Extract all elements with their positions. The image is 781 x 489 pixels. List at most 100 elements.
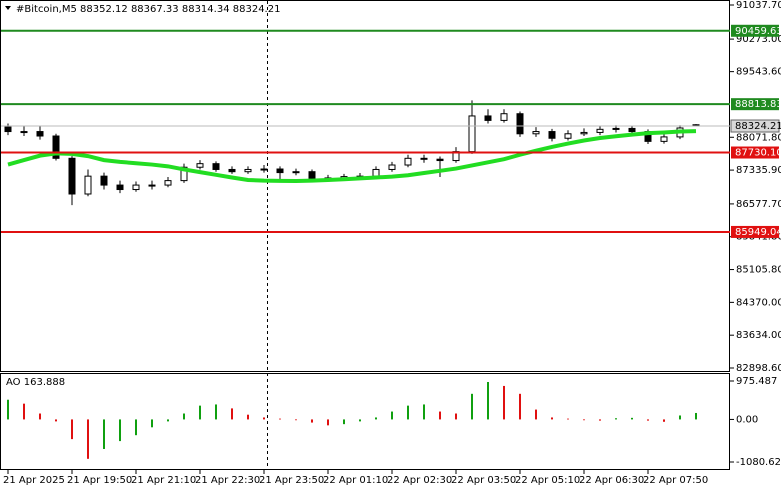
x-tick-label: 22 Apr 05:10	[515, 475, 580, 486]
ao-bar	[375, 417, 377, 420]
ao-bar	[583, 419, 585, 421]
candle-body	[180, 166, 188, 182]
candle-body	[228, 168, 236, 173]
ao-bar	[679, 415, 681, 420]
ao-bar	[551, 417, 553, 420]
ao-bar	[407, 405, 409, 420]
candle-body	[148, 184, 156, 187]
ao-bar	[631, 417, 633, 420]
level-tag	[731, 98, 779, 111]
y-tick-label: 91037.70	[736, 0, 781, 11]
ao-bar	[439, 411, 441, 420]
candle-body	[36, 131, 44, 137]
y-tick-label: -1080.621	[736, 457, 781, 468]
ao-bar	[567, 418, 569, 420]
y-tick-label: 85105.80	[736, 265, 781, 276]
level-label: 87730.10	[735, 148, 781, 159]
candle-body	[100, 175, 108, 186]
ao-bar	[503, 385, 505, 420]
candle-body	[564, 133, 572, 139]
candle-body	[548, 131, 556, 139]
y-tick-label: 89543.60	[736, 67, 781, 78]
candle-body	[532, 131, 540, 135]
candle-body	[84, 175, 92, 195]
ao-bar	[247, 414, 249, 420]
ao-bar	[103, 419, 105, 449]
ao-bar	[87, 419, 89, 459]
ao-bar	[55, 419, 57, 422]
ao-bar	[599, 419, 601, 421]
x-tick-label: 22 Apr 07:50	[643, 475, 708, 486]
candle-body	[308, 171, 316, 179]
y-tick-label: 0.00	[736, 414, 758, 425]
ao-bar	[39, 413, 41, 420]
candle-body	[244, 168, 252, 173]
y-tick-label: 87335.90	[736, 165, 781, 176]
main-pane	[0, 0, 730, 372]
ao-bar	[663, 419, 665, 422]
ao-bar	[519, 393, 521, 420]
candle-body	[164, 180, 172, 186]
candle-body	[260, 168, 268, 171]
level-tag	[731, 24, 779, 37]
x-tick-label: 21 Apr 22:30	[195, 475, 260, 486]
ao-bar	[423, 404, 425, 420]
ao-bar	[455, 413, 457, 420]
candle-body	[580, 131, 588, 135]
candle-body	[388, 164, 396, 170]
ao-bar	[135, 419, 137, 436]
ao-bar	[167, 419, 169, 422]
candle-body	[468, 115, 476, 153]
candle-body	[4, 126, 12, 133]
ao-bar	[615, 418, 617, 420]
ao-bar	[471, 393, 473, 420]
ao-bar	[23, 403, 25, 420]
candle-body	[196, 163, 204, 168]
ao-bar	[327, 419, 329, 426]
candle-body	[660, 136, 668, 142]
level-label: 88813.83	[735, 99, 781, 110]
ao-bar	[183, 413, 185, 420]
y-tick-label: 90273.00	[736, 34, 781, 45]
candle-body	[404, 157, 412, 166]
x-tick-label: 22 Apr 06:30	[579, 475, 644, 486]
ao-bar	[391, 411, 393, 420]
ao-bar	[647, 419, 649, 421]
level-label: 85949.04	[735, 227, 781, 238]
ao-bar	[535, 409, 537, 420]
level-tag	[731, 225, 779, 238]
candle-body	[484, 115, 492, 121]
candle-body	[20, 131, 28, 134]
ao-pane	[0, 373, 730, 470]
level-tag	[731, 146, 779, 159]
current-price-tag	[730, 119, 780, 133]
ao-bar	[215, 404, 217, 420]
candle-body	[436, 158, 444, 162]
ao-bar	[695, 412, 697, 420]
menu-icon	[5, 6, 11, 10]
ao-bar	[359, 419, 361, 422]
candle-body	[132, 184, 140, 191]
moving-average	[7, 129, 697, 184]
candle-body	[628, 127, 636, 133]
ao-bar	[263, 417, 265, 420]
x-tick-label: 22 Apr 03:50	[451, 475, 516, 486]
x-tick-label: 21 Apr 21:10	[131, 475, 196, 486]
y-tick-label: 88071.80	[736, 132, 781, 143]
candle-body	[372, 168, 380, 177]
candle-body	[420, 157, 428, 160]
y-tick-label: 82898.60	[736, 363, 781, 374]
ao-bar	[487, 381, 489, 420]
current-price-label: 88324.21	[735, 121, 781, 132]
ao-bar	[199, 405, 201, 420]
candle-body	[52, 135, 60, 159]
ao-bar	[311, 419, 313, 423]
ao-bar	[71, 419, 73, 440]
level-label: 90459.63	[735, 26, 781, 37]
x-tick-label: 21 Apr 2025	[3, 475, 65, 486]
y-tick-label: 84370.00	[736, 297, 781, 308]
candle-body	[500, 113, 508, 121]
ao-bar	[7, 399, 9, 420]
candle-body	[116, 184, 124, 191]
